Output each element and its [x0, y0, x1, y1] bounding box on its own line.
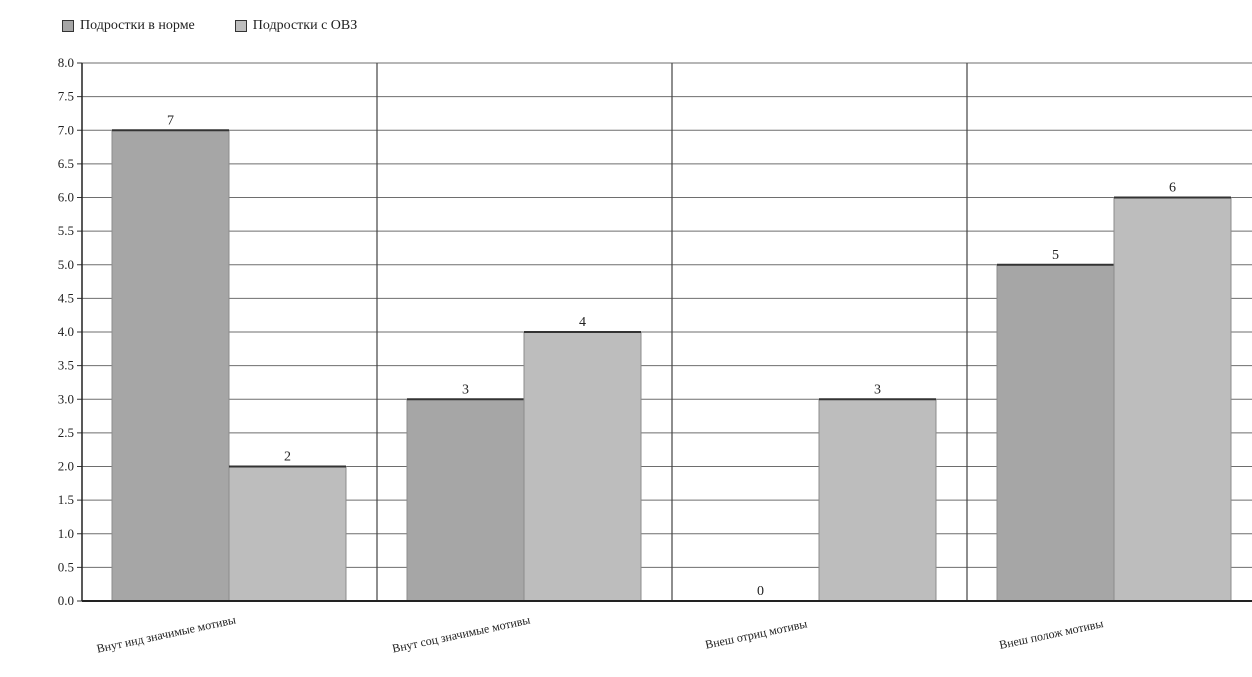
- y-tick-label: 4.0: [58, 324, 74, 339]
- bar: [406, 398, 525, 602]
- category-label: Внеш полож мотивы: [998, 616, 1105, 652]
- category-label: Внут соц значимые мотивы: [391, 613, 532, 656]
- legend-swatch-series-2: [234, 20, 247, 32]
- category-separators: [376, 63, 968, 601]
- value-labels: 7 2 3 4 0 3 5 6: [163, 111, 1180, 599]
- y-tick-label: 5.5: [58, 223, 74, 238]
- legend-label-series-2: Подростки с ОВЗ: [252, 18, 358, 33]
- y-tick-label: 7.0: [58, 122, 74, 137]
- bars: [111, 129, 1232, 602]
- bar: [996, 264, 1115, 602]
- bar: [228, 466, 347, 602]
- value-label-background: [753, 582, 768, 598]
- y-tick-label: 6.0: [58, 190, 74, 205]
- category-labels: Внут инд значимые мотивы Внут соц значимы…: [95, 612, 1104, 655]
- y-tick-label: 7.5: [58, 89, 74, 104]
- legend-item-series-2: Подростки с ОВЗ: [234, 18, 358, 34]
- y-tick-label: 3.0: [58, 391, 74, 406]
- value-label-background: [575, 313, 590, 329]
- y-tick-label: 1.0: [58, 526, 74, 541]
- category-label: Внеш отриц мотивы: [704, 616, 809, 651]
- bar: [818, 398, 937, 602]
- bar: [523, 331, 642, 602]
- value-label: 3: [462, 382, 469, 397]
- legend-swatch-series-1: [62, 20, 74, 32]
- value-label-background: [1048, 245, 1063, 262]
- category-label: Внут инд значимые мотивы: [95, 612, 237, 655]
- y-tick-labels: 0.0 0.5 1.0 1.5 2.0 2.5 3.0 3.5 4.0 4.5 5.0 5.5 6.0 6…: [58, 55, 74, 608]
- y-tick-label: 6.5: [58, 156, 74, 171]
- y-tick-label: 4.5: [58, 290, 74, 305]
- value-label-background: [1165, 178, 1180, 195]
- y-tick-label: 2.5: [58, 425, 74, 440]
- y-tick-label: 8.0: [58, 55, 74, 70]
- legend-label-series-1: Подростки в норме: [80, 18, 195, 33]
- y-tick-label: 2.0: [58, 459, 74, 474]
- value-label: 6: [1169, 181, 1176, 196]
- value-label-background: [458, 380, 473, 397]
- value-label: 3: [874, 382, 881, 397]
- value-label: 2: [284, 450, 291, 465]
- value-label-background: [280, 447, 295, 464]
- y-tick-label: 5.0: [58, 257, 74, 272]
- y-tick-label: 1.5: [58, 492, 74, 507]
- y-tick-label: 0.5: [58, 559, 74, 574]
- bar: [111, 129, 230, 602]
- value-label: 4: [579, 315, 586, 330]
- axes: [77, 62, 1252, 602]
- y-tick-label: 0.0: [58, 593, 74, 608]
- value-label-background: [163, 111, 178, 128]
- value-label-background: [870, 380, 885, 397]
- y-tick-label: 3.5: [58, 358, 74, 373]
- bar: [1113, 197, 1232, 602]
- value-label: 0: [757, 584, 764, 599]
- value-label: 5: [1052, 248, 1059, 263]
- value-label: 7: [167, 113, 174, 128]
- chart-legend: Подростки в норме Подростки с ОВЗ: [62, 14, 357, 38]
- legend-item-series-1: Подростки в норме: [62, 18, 195, 34]
